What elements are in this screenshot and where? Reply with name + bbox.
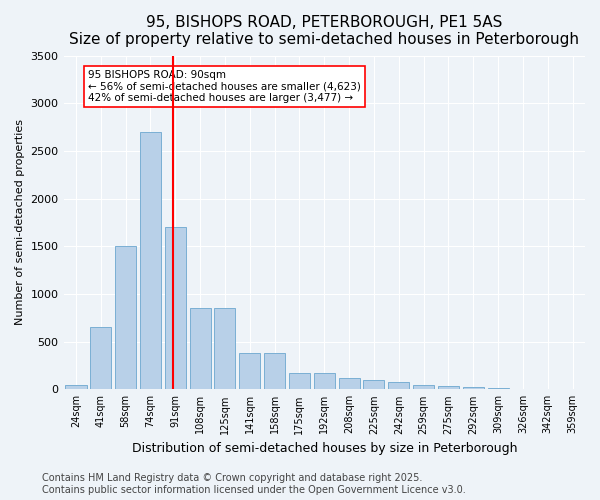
Bar bbox=[463, 388, 484, 390]
Bar bbox=[364, 380, 385, 390]
Bar bbox=[438, 386, 459, 390]
Bar bbox=[140, 132, 161, 390]
Bar bbox=[413, 384, 434, 390]
Text: 95 BISHOPS ROAD: 90sqm
← 56% of semi-detached houses are smaller (4,623)
42% of : 95 BISHOPS ROAD: 90sqm ← 56% of semi-det… bbox=[88, 70, 361, 103]
Y-axis label: Number of semi-detached properties: Number of semi-detached properties bbox=[15, 120, 25, 326]
Bar bbox=[338, 378, 359, 390]
Bar bbox=[289, 372, 310, 390]
Text: Contains HM Land Registry data © Crown copyright and database right 2025.
Contai: Contains HM Land Registry data © Crown c… bbox=[42, 474, 466, 495]
Title: 95, BISHOPS ROAD, PETERBOROUGH, PE1 5AS
Size of property relative to semi-detach: 95, BISHOPS ROAD, PETERBOROUGH, PE1 5AS … bbox=[69, 15, 579, 48]
Bar bbox=[388, 382, 409, 390]
Bar bbox=[165, 227, 186, 390]
X-axis label: Distribution of semi-detached houses by size in Peterborough: Distribution of semi-detached houses by … bbox=[131, 442, 517, 455]
Bar bbox=[264, 353, 285, 390]
Bar bbox=[115, 246, 136, 390]
Bar bbox=[65, 384, 86, 390]
Bar bbox=[314, 372, 335, 390]
Bar bbox=[190, 308, 211, 390]
Bar bbox=[488, 388, 509, 390]
Bar bbox=[214, 308, 235, 390]
Bar bbox=[90, 328, 112, 390]
Bar bbox=[239, 353, 260, 390]
